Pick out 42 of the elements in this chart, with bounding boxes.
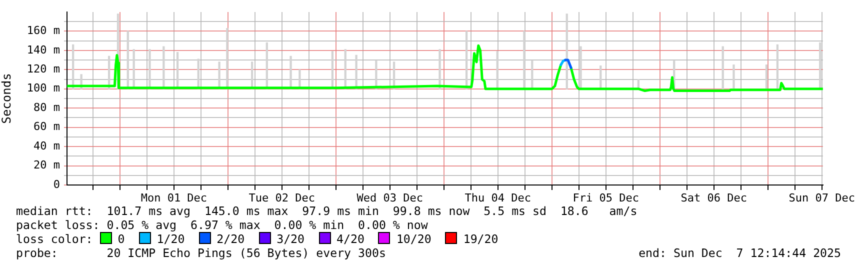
- x-tick-label: Tue 02 Dec: [248, 191, 316, 204]
- x-tick-label: Mon 01 Dec: [140, 191, 208, 204]
- bar: [732, 64, 735, 90]
- legend-label: 1/20: [156, 232, 185, 246]
- text: end: Sun Dec 7 12:14:44 2025: [638, 246, 841, 260]
- y-tick-label: 140 m: [26, 43, 60, 56]
- legend-label: 3/20: [276, 232, 305, 246]
- y-tick-label: 120 m: [26, 62, 60, 76]
- text: median rtt: 101.7 ms avg 145.0 ms max 97.9 ms min 99.8 ms now 5.5 ms sd 18.6 am/s: [16, 204, 638, 218]
- bar: [132, 49, 135, 90]
- legend-label: 10/20: [396, 232, 432, 246]
- bar: [218, 62, 220, 90]
- x-tick-label: Sun 07 Dec: [788, 191, 855, 204]
- bar: [776, 44, 779, 90]
- bar: [722, 46, 724, 90]
- bar: [148, 49, 151, 90]
- bar: [580, 46, 582, 90]
- x-tick-label: Sat 06 Dec: [680, 191, 747, 204]
- legend-title: loss color:: [16, 232, 94, 246]
- text: probe: 20 ICMP Echo Pings (56 Bytes) every 300s: [16, 246, 386, 260]
- y-tick-label: 40 m: [34, 139, 60, 152]
- bar: [290, 56, 292, 90]
- y-axis-title: Seconds: [0, 73, 14, 124]
- legend-label: 2/20: [216, 232, 245, 246]
- y-tick-label: 0: [53, 178, 60, 191]
- text: packet loss: 0.05 % avg 6.97 % max 0.00 % min 0.00 % now: [16, 218, 429, 232]
- y-tick-label: 20 m: [34, 158, 60, 172]
- x-tick-label: Wed 03 Dec: [356, 191, 424, 204]
- y-tick-label: 60 m: [34, 120, 60, 134]
- y-tick-label: 100 m: [26, 82, 60, 95]
- legend-label: 0: [118, 232, 125, 246]
- bar: [523, 30, 526, 90]
- x-tick-label: Fri 05 Dec: [572, 191, 639, 204]
- legend-label: 19/20: [463, 232, 498, 246]
- y-tick-label: 80 m: [34, 100, 60, 114]
- y-tick-label: 160 m: [26, 24, 60, 38]
- bar: [438, 49, 441, 90]
- bar: [226, 28, 228, 90]
- bar: [765, 64, 768, 90]
- bar: [355, 54, 358, 90]
- legend-label: 4/20: [336, 232, 364, 246]
- x-tick-label: Thu 04 Dec: [464, 191, 532, 204]
